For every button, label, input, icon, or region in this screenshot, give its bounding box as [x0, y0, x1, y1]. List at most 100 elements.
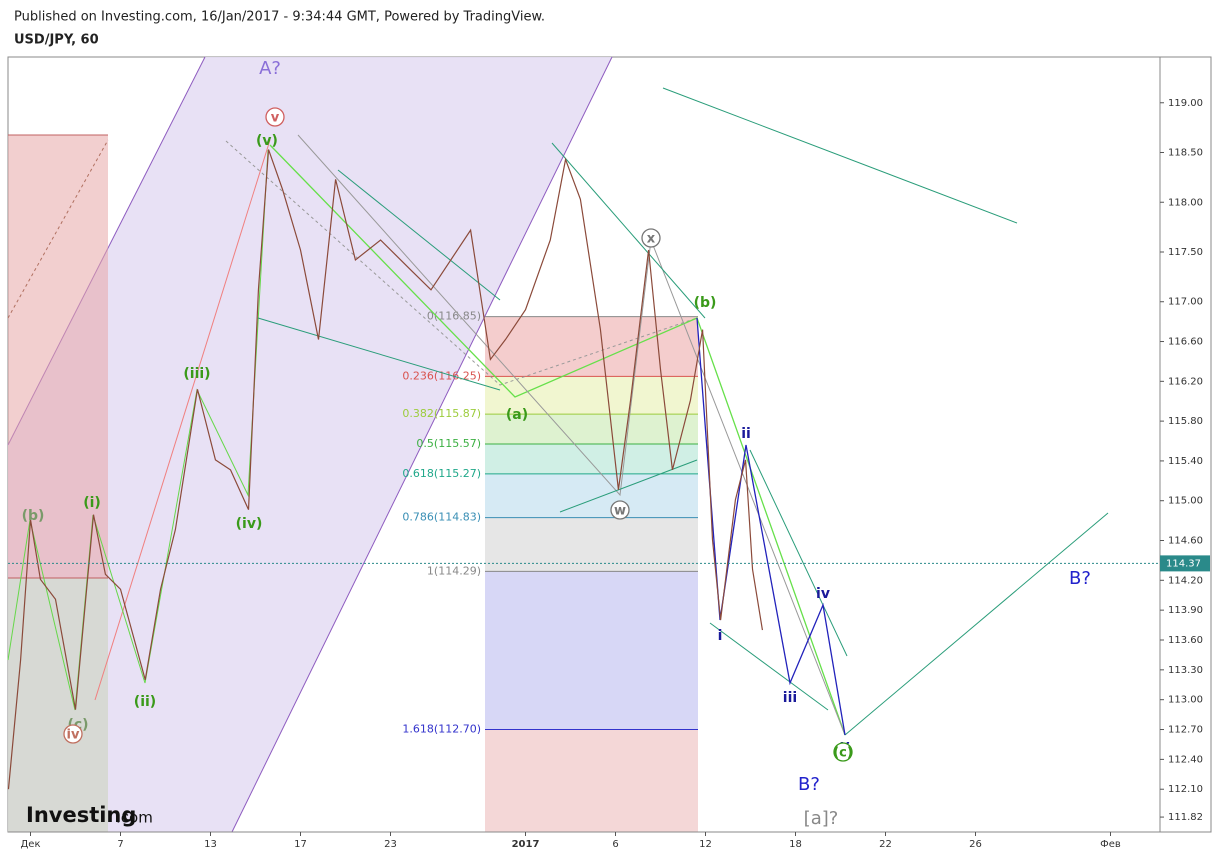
x-tick-label: 17: [294, 839, 307, 850]
wave-label: A?: [259, 58, 281, 79]
wave-label: iv: [816, 586, 830, 602]
trend-line: [844, 512, 1109, 736]
fib-band: [485, 729, 698, 832]
y-tick-label: 117.50: [1168, 247, 1203, 258]
wave-label: (a): [506, 407, 528, 423]
wave-label: (b): [22, 508, 45, 524]
wave-label: B?: [798, 774, 820, 795]
fib-label: 0.5(115.57): [416, 437, 481, 450]
y-tick-label: 112.70: [1168, 725, 1203, 736]
wave-line: [269, 144, 846, 736]
fib-band: [485, 444, 698, 474]
y-tick-label: 114.20: [1168, 575, 1203, 586]
wave-label: [a]?: [804, 808, 839, 829]
x-tick-label: 13: [204, 839, 217, 850]
trend-line: [337, 169, 501, 301]
wave-label: (b): [694, 295, 717, 311]
wave-label: (iv): [236, 516, 263, 532]
x-tick-label: 6: [612, 839, 618, 850]
logo-suffix: .com: [116, 809, 153, 827]
x-tick-label: 18: [789, 839, 802, 850]
wave-label: iii: [783, 690, 797, 706]
price-line: [7, 149, 764, 790]
fib-label: 1(114.29): [427, 564, 481, 577]
fib-label: 0.786(114.83): [402, 511, 481, 524]
dashed-line: [7, 139, 109, 319]
last-price-box: [1160, 555, 1210, 572]
y-tick-label: 115.00: [1168, 496, 1203, 507]
y-tick-label: 112.40: [1168, 754, 1203, 765]
y-tick-label: 116.60: [1168, 337, 1203, 348]
wave-label: (c): [833, 746, 853, 761]
wave-label: x: [647, 232, 656, 247]
x-tick-label: 22: [879, 839, 892, 850]
fib-band: [485, 473, 698, 518]
wave-label: w: [614, 504, 626, 519]
y-tick-label: 115.80: [1168, 416, 1203, 427]
y-tick-label: 116.20: [1168, 376, 1203, 387]
y-tick-label: 113.30: [1168, 665, 1203, 676]
background-shapes: [7, 56, 613, 833]
fib-band: [485, 517, 698, 572]
y-tick-label: 117.00: [1168, 297, 1203, 308]
fib-band: [485, 414, 698, 445]
y-tick-label: 114.60: [1168, 536, 1203, 547]
x-tick-label: Дек: [20, 839, 40, 850]
y-tick-label: 113.90: [1168, 605, 1203, 616]
logo: Investing: [26, 803, 136, 827]
y-tick-label: 113.00: [1168, 695, 1203, 706]
x-tick-label: 23: [384, 839, 397, 850]
zone: [8, 578, 108, 832]
x-tick-label: Фев: [1100, 839, 1121, 850]
y-tick-label: 118.50: [1168, 148, 1203, 159]
wave-circle: [265, 107, 285, 127]
wave-label: (i): [83, 495, 101, 511]
fib-label: 0.618(115.27): [402, 467, 481, 480]
wave-label: iv: [67, 728, 80, 743]
trend-line: [662, 87, 1018, 224]
wave-circle: [641, 228, 661, 248]
trend-line: [749, 449, 848, 657]
y-tick-label: 115.40: [1168, 456, 1203, 467]
fib-band: [485, 316, 698, 377]
wave-lines: [7, 87, 1109, 736]
wave-line: [696, 317, 846, 736]
dashed-line: [225, 140, 698, 386]
wave-label: B?: [1069, 568, 1091, 589]
wave-line: [7, 149, 269, 711]
price-axis: [1159, 56, 1212, 833]
channel-edge: [231, 56, 613, 833]
y-tick-label: 112.10: [1168, 784, 1203, 795]
last-price-label: 114.37: [1166, 558, 1201, 569]
zone: [8, 135, 108, 578]
wave-circle: [610, 500, 630, 520]
wave-line: [297, 134, 846, 736]
fib-label: 0(116.85): [427, 310, 481, 323]
x-tick-label: 26: [969, 839, 982, 850]
x-tick-label: 2017: [512, 839, 540, 850]
y-tick-label: 119.00: [1168, 98, 1203, 109]
y-tick-label: 118.00: [1168, 197, 1203, 208]
x-tick-label: 12: [699, 839, 712, 850]
wave-line: [94, 139, 271, 701]
fib-zone: 0(116.85) 0.236(116.25) 0.382(115.87) 0.5(1…: [402, 310, 698, 832]
y-tick-label: 113.60: [1168, 635, 1203, 646]
wave-label: (ii): [134, 694, 156, 710]
channel: [8, 57, 612, 832]
fib-label: 0.236(116.25): [402, 369, 481, 382]
wave-label: ii: [741, 426, 751, 442]
wave-label: i: [718, 628, 723, 644]
symbol: USD/JPY, 60: [14, 33, 99, 48]
trend-line: [551, 142, 706, 319]
trend-line: [709, 622, 829, 711]
fib-label: 1.618(112.70): [402, 723, 481, 736]
published-note: Published on Investing.com, 16/Jan/2017 …: [14, 10, 545, 25]
fib-band: [485, 571, 698, 730]
wave-label: (iii): [183, 366, 210, 382]
x-tick-label: 7: [117, 839, 123, 850]
trend-line: [559, 459, 698, 513]
wave-label: v: [271, 111, 280, 126]
wave-circle: [63, 724, 83, 744]
